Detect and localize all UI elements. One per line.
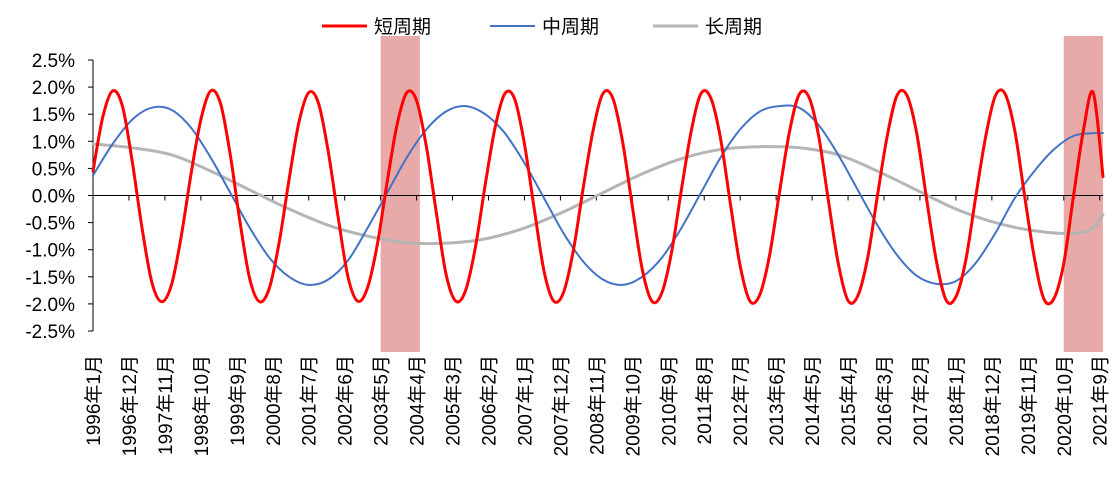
x-tick-label: 1996年12月: [119, 355, 141, 456]
x-tick-label: 2007年1月: [514, 355, 536, 446]
x-tick-label: 1999年9月: [227, 355, 249, 446]
x-tick-label: 2013年6月: [766, 355, 788, 446]
x-tick-label: 2001年7月: [299, 355, 321, 446]
legend-long-cycle-label: 长周期: [705, 16, 762, 38]
x-tick-label: 2006年2月: [479, 355, 501, 446]
x-tick-label: 2003年5月: [371, 355, 393, 446]
y-tick-label: 2.5%: [32, 51, 75, 72]
x-tick-label: 2009年10月: [622, 355, 644, 456]
x-tick-label: 2004年4月: [407, 355, 429, 446]
x-tick-label: 2008年11月: [586, 355, 608, 455]
y-tick-label: 1.0%: [32, 132, 75, 153]
x-tick-label: 2007年12月: [550, 355, 572, 456]
x-tick-label: 2005年3月: [443, 355, 465, 446]
y-tick-label: -1.0%: [25, 241, 75, 262]
x-tick-label: 2012年7月: [730, 355, 752, 446]
y-tick-label: -1.5%: [25, 268, 75, 289]
legend-mid-cycle-label: 中周期: [542, 16, 599, 38]
x-tick-label: 2000年8月: [263, 355, 285, 446]
y-tick-label: -0.5%: [25, 214, 75, 235]
x-tick-label: 2010年9月: [658, 355, 680, 446]
long-cycle-line: [91, 142, 1105, 246]
x-tick-label: 2011年8月: [694, 355, 716, 444]
x-tick-label: 2015年4月: [838, 355, 860, 446]
y-tick-label: 0.0%: [32, 187, 75, 208]
x-tick-label: 2020年10月: [1054, 355, 1076, 456]
shaded-region-2: [1063, 36, 1103, 352]
x-tick-label: 1998年10月: [191, 355, 213, 456]
y-tick-label: -2.5%: [25, 322, 75, 343]
x-tick-label: 1996年1月: [83, 355, 105, 446]
short-cycle-line: [91, 88, 1105, 306]
x-tick-label: 2017年2月: [910, 355, 932, 446]
y-tick-label: 0.5%: [32, 159, 75, 180]
x-tick-label: 2021年9月: [1090, 355, 1112, 446]
y-tick-label: -2.0%: [25, 295, 75, 316]
x-tick-label: 2018年12月: [982, 355, 1004, 456]
x-tick-label: 2014年5月: [802, 355, 824, 446]
x-tick-label: 1997年11月: [155, 355, 177, 455]
y-tick-label: 1.5%: [32, 105, 75, 126]
legend-short-cycle-label: 短周期: [374, 16, 431, 38]
x-tick-label: 2002年6月: [335, 355, 357, 446]
x-tick-label: 2018年1月: [946, 355, 968, 446]
x-tick-label: 2016年3月: [874, 355, 896, 446]
x-tick-label: 2019年11月: [1018, 355, 1040, 455]
y-tick-label: 2.0%: [32, 78, 75, 99]
